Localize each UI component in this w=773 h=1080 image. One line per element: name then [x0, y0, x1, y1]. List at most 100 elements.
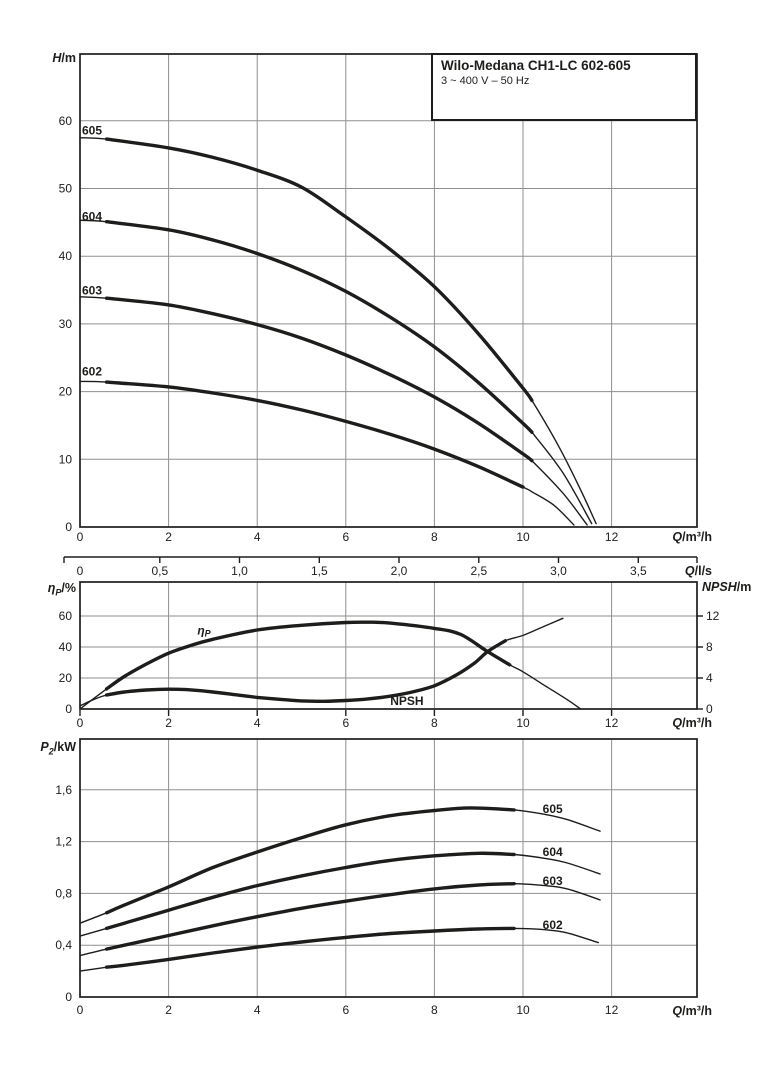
curve-label-NPSH: NPSH — [390, 694, 423, 708]
plot-border-eff — [79, 581, 698, 710]
axis-var: Q — [672, 716, 683, 730]
chart-title: Wilo-Medana CH1-LC 602-605 — [441, 58, 631, 73]
curve-label-604: 604 — [82, 209, 102, 223]
npsh-y-axis-title: NPSH/m — [702, 580, 751, 599]
x-tick-label: 2 — [165, 716, 172, 730]
ls-tick-label: 0,5 — [151, 564, 168, 578]
y-tick-label-right: 12 — [706, 609, 720, 623]
curve-602-thin — [79, 927, 599, 972]
axis-unit: /kW — [53, 740, 76, 754]
x-tick-label: 0 — [77, 1003, 84, 1017]
curve-label-602: 602 — [543, 918, 563, 932]
axis-var: P — [40, 740, 49, 754]
y-tick-label-right: 0 — [706, 702, 713, 716]
chart-subtitle: 3 ~ 400 V – 50 Hz — [441, 75, 530, 87]
x-tick-label: 10 — [516, 716, 530, 730]
x-tick-label: 8 — [431, 716, 438, 730]
curve-605-thin — [79, 137, 597, 525]
curve-label-603: 603 — [543, 874, 563, 888]
x-tick-label: 6 — [342, 1003, 349, 1017]
y-tick-label: 10 — [59, 452, 73, 466]
curve-605 — [104, 806, 516, 915]
x-tick-label: 2 — [165, 1003, 172, 1017]
curve-602 — [104, 380, 525, 489]
x-tick-label: 4 — [254, 530, 261, 544]
axis-unit: /m³/h — [682, 530, 712, 544]
eff-x-axis-title: Q/m³/h — [612, 716, 712, 735]
ls-tick-label: 2,5 — [470, 564, 487, 578]
axis-sub: P — [55, 587, 62, 598]
axis-unit: /% — [61, 581, 76, 595]
y-tick-label: 1,2 — [55, 835, 72, 849]
curve-label-603: 603 — [82, 284, 102, 298]
axis-unit: /l/s — [694, 564, 712, 578]
axis-unit: /m³/h — [682, 716, 712, 730]
x-tick-label: 10 — [516, 530, 530, 544]
ls-axis-title: Q/l/s — [612, 564, 712, 583]
y-tick-label-right: 8 — [706, 640, 713, 654]
y-tick-label-right: 4 — [706, 671, 713, 685]
x-tick-label: 12 — [605, 716, 619, 730]
curve-ηP — [104, 620, 512, 691]
x-tick-label: 6 — [342, 530, 349, 544]
axis-var: Q — [672, 1004, 683, 1018]
y-tick-label: 0 — [65, 702, 72, 716]
y-tick-label: 50 — [59, 182, 73, 196]
curve-604 — [104, 851, 516, 931]
head-y-axis-title: H/m — [0, 51, 76, 70]
curve-ηP-thin — [79, 621, 582, 710]
y-tick-label: 40 — [59, 640, 73, 654]
x-tick-label: 12 — [605, 530, 619, 544]
curve-NPSH — [104, 639, 507, 704]
y-tick-label: 60 — [59, 114, 73, 128]
x-tick-label: 4 — [254, 716, 261, 730]
axis-var: H — [52, 51, 62, 65]
axis-unit: /m — [736, 580, 752, 594]
ls-tick-label: 2,0 — [391, 564, 408, 578]
y-tick-label: 0 — [65, 520, 72, 534]
curve-603 — [104, 296, 534, 463]
ls-tick-label: 1,0 — [231, 564, 248, 578]
curve-605 — [104, 137, 534, 403]
y-tick-label: 40 — [59, 249, 73, 263]
ls-tick-label: 0 — [77, 564, 84, 578]
axis-var: Q — [672, 530, 683, 544]
curve-label-ηP: ηP — [197, 624, 211, 639]
title-box: Wilo-Medana CH1-LC 602-605 3 ~ 400 V – 5… — [431, 53, 697, 121]
x-tick-label: 2 — [165, 530, 172, 544]
y-tick-label: 20 — [59, 671, 73, 685]
axis-unit: /m³/h — [682, 1004, 712, 1018]
y-tick-label: 1,6 — [55, 783, 72, 797]
curve-604-thin — [79, 852, 601, 937]
curve-label-605: 605 — [82, 123, 102, 137]
head-x-axis-title: Q/m³/h — [612, 530, 712, 549]
curve-604-thin — [79, 219, 593, 525]
ls-tick-label: 3,0 — [550, 564, 567, 578]
x-tick-label: 12 — [605, 1003, 619, 1017]
axis-var: Q — [684, 564, 695, 578]
power-y-axis-title: P2/kW — [0, 740, 76, 759]
y-tick-label: 0,8 — [55, 886, 72, 900]
curve-604 — [104, 220, 534, 434]
x-tick-label: 10 — [516, 1003, 530, 1017]
eff-y-axis-title: ηP/% — [0, 581, 76, 600]
y-tick-label: 0 — [65, 990, 72, 1004]
x-tick-label: 6 — [342, 716, 349, 730]
x-tick-label: 0 — [77, 530, 84, 544]
plot-border-head — [79, 53, 698, 528]
y-tick-label: 20 — [59, 385, 73, 399]
ls-tick-label: 1,5 — [311, 564, 328, 578]
x-tick-label: 8 — [431, 1003, 438, 1017]
curve-602 — [104, 926, 516, 969]
x-tick-label: 0 — [77, 716, 84, 730]
x-tick-label: 4 — [254, 1003, 261, 1017]
curve-label-602: 602 — [82, 364, 102, 378]
axis-unit: /m — [61, 51, 76, 65]
x-tick-label: 8 — [431, 530, 438, 544]
plot-border-power — [79, 738, 698, 998]
power-x-axis-title: Q/m³/h — [612, 1004, 712, 1023]
y-tick-label: 30 — [59, 317, 73, 331]
curve-label-604: 604 — [543, 845, 563, 859]
